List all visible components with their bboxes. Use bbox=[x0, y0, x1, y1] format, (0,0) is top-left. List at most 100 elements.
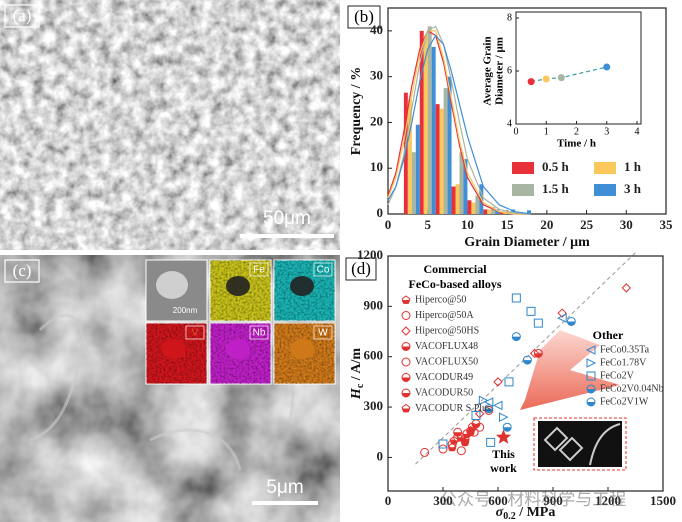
point bbox=[511, 332, 521, 342]
legend-title: Commercial bbox=[423, 262, 487, 276]
point bbox=[504, 377, 514, 387]
eds-spot bbox=[226, 276, 250, 296]
marker-half bbox=[512, 336, 521, 341]
marker-outline bbox=[401, 311, 411, 320]
scale-label: 5μm bbox=[266, 477, 303, 498]
axis-sub: c bbox=[355, 383, 366, 388]
legend-label: FeCo2V bbox=[600, 370, 635, 381]
bar bbox=[471, 202, 476, 214]
marker-outline bbox=[420, 447, 430, 457]
x-tick-label: 0 bbox=[514, 126, 519, 137]
point bbox=[527, 78, 535, 86]
marker-outline bbox=[456, 446, 466, 456]
photo bbox=[538, 421, 622, 467]
marker-outline bbox=[484, 404, 494, 414]
point bbox=[603, 63, 611, 71]
legend-marker bbox=[401, 295, 411, 304]
legend-label: FeCo1.78V bbox=[600, 357, 647, 368]
y-tick-label: 4 bbox=[507, 118, 512, 129]
panel-label: (a) bbox=[13, 6, 32, 25]
marker-outline bbox=[533, 318, 543, 328]
legend-label: 0.5 h bbox=[542, 159, 570, 174]
marker-half bbox=[567, 321, 576, 326]
point bbox=[438, 444, 448, 454]
eds-label: Co bbox=[317, 265, 330, 276]
point bbox=[499, 412, 509, 422]
point bbox=[478, 395, 489, 406]
x-tick-label: 4 bbox=[635, 126, 640, 137]
point bbox=[533, 318, 543, 328]
y-tick-label: 600 bbox=[364, 348, 384, 363]
marker-outline bbox=[511, 293, 521, 303]
legend-marker bbox=[401, 373, 411, 382]
x-tick-label: 0 bbox=[385, 217, 392, 232]
marker-outline bbox=[483, 397, 494, 407]
bar bbox=[439, 108, 444, 214]
legend-marker bbox=[586, 384, 596, 394]
label-box bbox=[4, 259, 40, 283]
point bbox=[526, 306, 536, 316]
label-box bbox=[347, 5, 381, 29]
marker-outline bbox=[585, 345, 596, 355]
panel-a: (a) 50μm bbox=[0, 0, 340, 250]
legend-marker bbox=[586, 371, 596, 381]
bar bbox=[451, 186, 456, 214]
y-axis-title: Hc / A/m bbox=[349, 348, 366, 400]
eds-label: Nb bbox=[253, 328, 266, 339]
marker-outline bbox=[586, 371, 596, 381]
x-axis-title: σ0.2 / MPa bbox=[496, 505, 556, 522]
eds-label-box bbox=[249, 325, 269, 340]
x-tick-label: 600 bbox=[488, 493, 508, 508]
bar bbox=[411, 152, 416, 214]
x-tick-label: 300 bbox=[433, 493, 453, 508]
bar bbox=[499, 211, 504, 214]
point bbox=[438, 439, 448, 449]
x-axis-title: Time / h bbox=[557, 138, 596, 150]
marker-outline bbox=[438, 444, 448, 454]
marker-outline bbox=[401, 373, 411, 382]
x-tick-label: 15 bbox=[501, 217, 515, 232]
bar bbox=[511, 209, 516, 214]
point bbox=[557, 308, 567, 318]
marker-outline bbox=[557, 308, 567, 318]
legend-label: VACODUR50 bbox=[415, 387, 473, 398]
marker-half bbox=[484, 408, 493, 413]
legend-marker bbox=[585, 345, 596, 355]
panel-bg bbox=[341, 254, 682, 522]
axis-symbol: H bbox=[349, 387, 364, 400]
marker-outline bbox=[586, 358, 597, 368]
bar bbox=[431, 46, 436, 215]
x-tick-label: 2 bbox=[574, 126, 579, 137]
inset-scale: 200nm bbox=[173, 306, 198, 315]
x-tick-label: 25 bbox=[580, 217, 594, 232]
marker-outline bbox=[522, 355, 532, 365]
y-tick-label: 0 bbox=[377, 448, 384, 463]
point bbox=[557, 313, 567, 323]
marker-outline bbox=[586, 384, 596, 394]
marker-half bbox=[472, 423, 480, 428]
bar bbox=[483, 209, 488, 214]
bar bbox=[407, 99, 412, 214]
inset-frame bbox=[515, 11, 642, 125]
legend-marker bbox=[586, 358, 597, 368]
legend-swatch bbox=[512, 184, 534, 196]
marker-outline bbox=[453, 427, 463, 437]
bar bbox=[455, 184, 460, 214]
point bbox=[566, 316, 576, 326]
bar bbox=[403, 92, 408, 214]
marker-half bbox=[402, 346, 410, 351]
legend-label: Hiperco@50A bbox=[415, 310, 474, 321]
marker-outline bbox=[504, 377, 514, 387]
bar bbox=[415, 124, 420, 214]
marker-outline bbox=[401, 326, 411, 336]
eds-label: W bbox=[318, 328, 328, 339]
marker-half bbox=[402, 393, 410, 397]
eds-label: V bbox=[192, 328, 199, 339]
marker-outline bbox=[401, 295, 411, 304]
legend-marker bbox=[401, 403, 411, 413]
marker-outline bbox=[438, 439, 448, 449]
x-tick-label: 30 bbox=[620, 217, 633, 232]
marker-outline bbox=[586, 397, 596, 407]
y-tick-label: 20 bbox=[370, 113, 383, 128]
